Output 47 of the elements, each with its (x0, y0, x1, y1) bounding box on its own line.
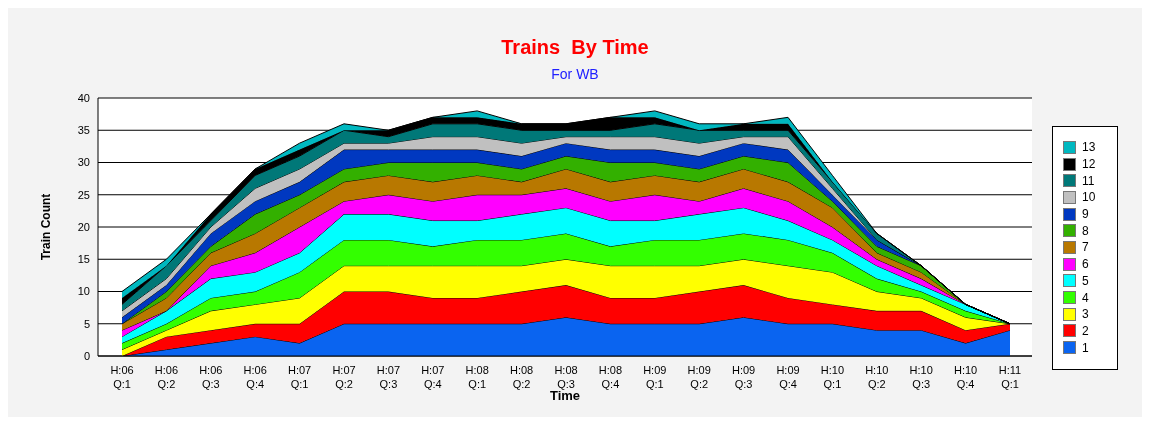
y-tick-label: 20 (77, 220, 90, 233)
x-tick-label: H:06 Q:1 (110, 364, 134, 390)
y-tick-label: 40 (77, 91, 90, 104)
legend-label: 7 (1082, 240, 1089, 255)
x-tick-label: H:08 Q:4 (598, 364, 623, 390)
x-tick-label: H:06 Q:2 (154, 364, 179, 390)
y-tick-label: 35 (77, 124, 90, 137)
x-tick-label: H:08 Q:3 (554, 364, 578, 390)
y-tick-label: 5 (83, 317, 90, 330)
x-tick-label: H:07 Q:4 (421, 364, 445, 390)
legend-label: 13 (1082, 140, 1096, 155)
y-tick-label: 30 (77, 156, 90, 169)
x-tick-label: H:09 Q:4 (776, 364, 800, 390)
legend-label: 11 (1082, 173, 1095, 188)
x-tick-label: H:10 Q:1 (820, 364, 845, 390)
x-tick-label: H:10 Q:2 (865, 364, 889, 390)
legend-label: 1 (1082, 340, 1089, 355)
x-tick-label: H:11 Q:1 (998, 364, 1022, 390)
legend-label: 6 (1082, 257, 1089, 272)
legend-label: 8 (1082, 223, 1089, 238)
y-tick-label: 15 (77, 253, 90, 266)
legend-label: 4 (1082, 290, 1089, 305)
x-tick-label: H:07 Q:2 (332, 364, 356, 390)
legend-label: 5 (1082, 273, 1089, 288)
chart-subtitle: For WB (550, 66, 600, 82)
x-tick-label: H:10 Q:4 (953, 364, 978, 390)
x-axis-title: Time (549, 388, 581, 403)
x-tick-label: H:10 Q:3 (909, 364, 933, 390)
x-tick-label: H:08 Q:1 (465, 364, 489, 390)
chart-title: Trains By Time (500, 36, 650, 59)
x-tick-label: H:06 Q:4 (243, 364, 267, 390)
x-tick-label: H:07 Q:1 (287, 364, 312, 390)
legend-label: 10 (1082, 190, 1096, 205)
x-tick-label: H:09 Q:1 (643, 364, 667, 390)
y-tick-label: 0 (83, 349, 90, 362)
legend-label: 12 (1082, 157, 1096, 172)
x-tick-label: H:06 Q:3 (199, 364, 223, 390)
y-tick-label: 25 (77, 188, 90, 201)
x-tick-label: H:07 Q:3 (376, 364, 401, 390)
x-tick-label: H:09 Q:2 (687, 364, 711, 390)
y-axis-title: Train Count (39, 193, 54, 261)
legend-label: 3 (1082, 307, 1089, 322)
legend-label: 9 (1082, 207, 1089, 222)
x-tick-label: H:08 Q:2 (509, 364, 534, 390)
y-tick-label: 10 (77, 285, 90, 298)
x-tick-label: H:09 Q:3 (731, 364, 756, 390)
legend-label: 2 (1082, 323, 1089, 338)
